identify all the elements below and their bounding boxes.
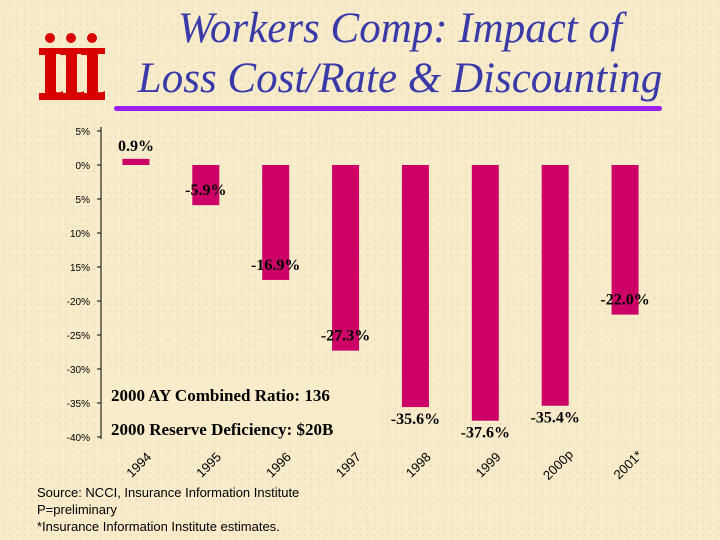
x-tick-label: 1996 bbox=[263, 449, 294, 480]
data-label: -22.0% bbox=[600, 292, 649, 309]
x-tick-label: 2001* bbox=[611, 447, 646, 482]
reserve-deficiency-text: 2000 Reserve Deficiency: $20B bbox=[111, 420, 334, 439]
y-tick-label: 5% bbox=[76, 127, 91, 138]
bar-2001* bbox=[611, 165, 639, 315]
x-tick-label: 1994 bbox=[123, 449, 154, 480]
bar-1996 bbox=[262, 165, 290, 280]
y-tick-label: -20% bbox=[67, 297, 90, 308]
y-tick-label: -25% bbox=[67, 331, 90, 342]
y-tick-label: -40% bbox=[67, 433, 90, 444]
data-label: 0.9% bbox=[118, 138, 154, 155]
data-label: -27.3% bbox=[321, 328, 370, 345]
bar-1998 bbox=[401, 165, 429, 408]
bar-1997 bbox=[332, 165, 360, 351]
y-tick-label: 15% bbox=[70, 263, 90, 274]
bar-1999 bbox=[471, 165, 499, 421]
iii-logo-icon bbox=[39, 33, 105, 100]
x-tick-label: 2000p bbox=[540, 447, 576, 483]
data-label: -5.9% bbox=[185, 182, 226, 199]
y-tick-label: 0% bbox=[76, 161, 91, 172]
data-label: -16.9% bbox=[251, 257, 300, 274]
bar-2000p bbox=[541, 165, 569, 406]
source-note: Source: NCCI, Insurance Information Inst… bbox=[37, 485, 300, 500]
data-label: -35.6% bbox=[391, 411, 440, 428]
y-tick-label: -35% bbox=[67, 399, 90, 410]
y-tick-label: -30% bbox=[67, 365, 90, 376]
page-title: Workers Comp: Impact of Loss Cost/Rate &… bbox=[95, 4, 705, 104]
y-tick-label: 10% bbox=[70, 229, 90, 240]
x-tick-label: 1999 bbox=[473, 449, 504, 480]
preliminary-note: P=preliminary bbox=[37, 502, 117, 517]
footer-notes: Source: NCCI, Insurance Information Inst… bbox=[37, 484, 299, 535]
title-line-2: Loss Cost/Rate & Discounting bbox=[137, 55, 663, 102]
data-label: -35.4% bbox=[531, 410, 580, 427]
combined-ratio-text: 2000 AY Combined Ratio: 136 bbox=[111, 386, 330, 405]
bar-1994 bbox=[122, 158, 150, 165]
x-tick-label: 1998 bbox=[403, 449, 434, 480]
title-underline bbox=[114, 106, 662, 111]
bar-1995 bbox=[192, 165, 220, 206]
data-label: -37.6% bbox=[461, 425, 510, 442]
x-tick-label: 1995 bbox=[193, 449, 224, 480]
y-tick-label: 5% bbox=[76, 195, 91, 206]
title-line-1: Workers Comp: Impact of bbox=[178, 5, 622, 52]
x-tick-label: 1997 bbox=[333, 449, 364, 480]
estimates-note: *Insurance Information Institute estimat… bbox=[37, 519, 280, 534]
annotation-box: 2000 AY Combined Ratio: 136 2000 Reserve… bbox=[105, 380, 378, 440]
